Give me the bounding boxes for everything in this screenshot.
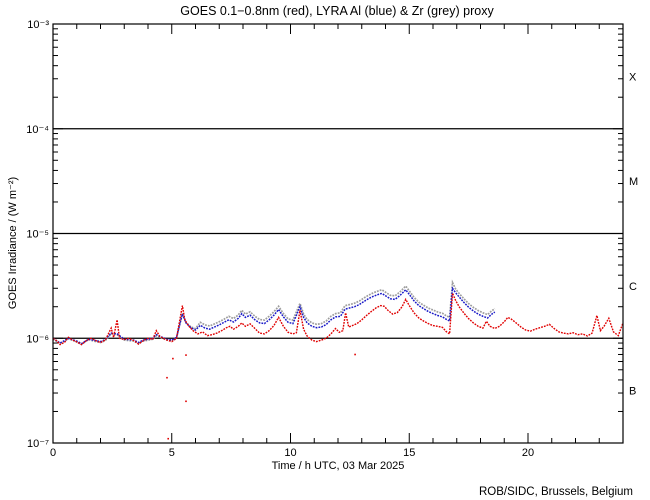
plot-layer [52, 23, 624, 444]
x-tick-label-0: 0 [50, 447, 56, 459]
y-tick-label-1e-3: 10⁻³ [27, 19, 49, 31]
outlier-dot [185, 400, 187, 403]
x-axis-label: Time / h UTC, 03 Mar 2025 [272, 460, 405, 472]
chart-title: GOES 0.1−0.8nm (red), LYRA Al (blue) & Z… [180, 4, 494, 18]
outlier-dot [167, 437, 169, 440]
y-tick-label-1e-4: 10⁻⁴ [26, 124, 49, 136]
flare-class-label-c: C [629, 281, 637, 293]
y-tick-label-1e-6: 10⁻⁶ [26, 333, 49, 345]
outlier-dot [354, 353, 356, 356]
flare-class-label-m: M [629, 176, 638, 188]
x-tick-label-10: 10 [284, 447, 296, 459]
x-tick-label-20: 20 [522, 447, 534, 459]
plot-border [52, 23, 624, 444]
outlier-dot [172, 357, 174, 360]
x-tick-label-5: 5 [169, 447, 175, 459]
flare-class-label-b: B [629, 386, 636, 398]
flare-class-label-x: X [629, 72, 637, 84]
y-tick-label-1e-7: 10⁻⁷ [27, 438, 49, 450]
y-axis-label: GOES Irradiance / (W m⁻²) [7, 177, 19, 309]
outlier-dot [185, 354, 187, 356]
credit-text: ROB/SIDC, Brussels, Belgium [479, 486, 633, 498]
goes-xray-curve [52, 292, 624, 346]
y-tick-label-1e-5: 10⁻⁵ [26, 229, 49, 241]
outlier-dot [166, 376, 168, 379]
x-tick-label-15: 15 [403, 447, 415, 459]
